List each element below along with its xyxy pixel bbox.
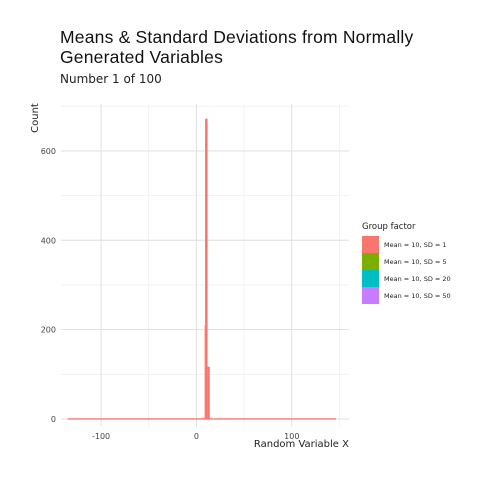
- chart-title: Means & Standard Deviations from Normall…: [60, 27, 414, 67]
- y-tick-label: 0: [51, 415, 56, 424]
- legend-label: Mean = 10, SD = 1: [384, 240, 447, 249]
- legend-item: Mean = 10, SD = 20: [362, 270, 451, 287]
- legend: Group factor Mean = 10, SD = 1 Mean = 10,…: [362, 222, 451, 304]
- legend-item: Mean = 10, SD = 50: [362, 287, 451, 304]
- y-tick-labels: 0 200 400 600: [41, 147, 56, 424]
- histogram-bar: [204, 325, 206, 419]
- legend-title: Group factor: [362, 222, 416, 232]
- x-tick-label: 100: [284, 432, 299, 441]
- legend-key: [362, 253, 379, 270]
- legend-item: Mean = 10, SD = 5: [362, 253, 451, 270]
- y-tick-label: 600: [41, 147, 56, 156]
- chart-subtitle: Number 1 of 100: [60, 72, 162, 86]
- histogram-bar: [202, 418, 205, 419]
- legend-label: Mean = 10, SD = 50: [384, 291, 451, 300]
- legend-key: [362, 270, 379, 287]
- legend-key: [362, 287, 379, 304]
- x-tick-labels: -100 0 100: [92, 432, 299, 441]
- y-tick-label: 400: [41, 236, 56, 245]
- legend-label: Mean = 10, SD = 5: [384, 257, 447, 266]
- legend-item: Mean = 10, SD = 1: [362, 236, 451, 253]
- x-axis-label: Random Variable X: [254, 439, 349, 450]
- legend-key: [362, 236, 379, 253]
- y-axis-label: Count: [30, 103, 41, 133]
- x-tick-label: -100: [92, 432, 110, 441]
- histogram-bar: [207, 366, 210, 419]
- y-tick-label: 200: [41, 326, 56, 335]
- histogram-bars: [202, 118, 210, 419]
- legend-label: Mean = 10, SD = 20: [384, 274, 451, 283]
- x-tick-label: 0: [194, 432, 199, 441]
- histogram-bar: [205, 118, 208, 419]
